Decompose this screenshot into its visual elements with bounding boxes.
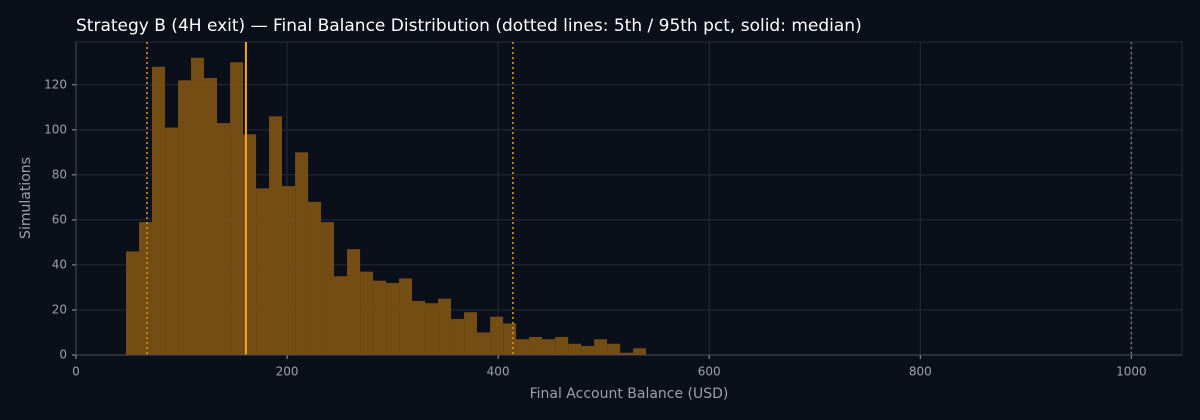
bar bbox=[529, 336, 543, 355]
bar bbox=[191, 57, 205, 356]
bar bbox=[295, 152, 309, 355]
bar bbox=[412, 300, 426, 355]
bar bbox=[633, 348, 647, 355]
bar bbox=[464, 312, 478, 355]
bar bbox=[568, 343, 582, 355]
bar bbox=[269, 116, 283, 355]
bar bbox=[230, 62, 244, 356]
y-tick-label: 0 bbox=[59, 348, 67, 362]
bar bbox=[204, 78, 217, 355]
x-tick-label: 200 bbox=[276, 365, 299, 379]
bar bbox=[216, 123, 231, 355]
x-tick-label: 400 bbox=[487, 365, 510, 379]
bar bbox=[425, 303, 439, 355]
bar bbox=[373, 280, 387, 355]
bar bbox=[386, 282, 400, 355]
bar bbox=[178, 80, 192, 355]
bar bbox=[308, 201, 322, 355]
chart-title: Strategy B (4H exit) — Final Balance Dis… bbox=[76, 16, 862, 36]
y-tick-label: 80 bbox=[52, 167, 67, 181]
y-tick-label: 40 bbox=[52, 257, 67, 271]
bar bbox=[516, 339, 530, 355]
bar bbox=[151, 66, 166, 356]
bar bbox=[555, 336, 569, 355]
bar bbox=[256, 188, 270, 355]
bar bbox=[126, 251, 140, 355]
bar bbox=[451, 318, 465, 355]
bar bbox=[399, 278, 413, 355]
bar bbox=[503, 323, 517, 355]
bar bbox=[347, 249, 361, 355]
bar bbox=[438, 298, 452, 355]
bar bbox=[282, 186, 296, 355]
bar bbox=[334, 276, 348, 355]
y-tick-label: 60 bbox=[52, 212, 67, 226]
bar bbox=[360, 271, 374, 355]
x-tick-label: 1000 bbox=[1116, 365, 1147, 379]
x-tick-label: 0 bbox=[72, 365, 80, 379]
bar bbox=[542, 339, 556, 355]
y-tick-label: 20 bbox=[52, 302, 67, 316]
x-tick-label: 600 bbox=[698, 365, 721, 379]
bar bbox=[165, 127, 179, 355]
x-tick-label: 800 bbox=[909, 365, 932, 379]
bar bbox=[620, 352, 634, 355]
bar bbox=[477, 332, 491, 355]
bar bbox=[607, 343, 621, 355]
y-tick-label: 120 bbox=[44, 77, 67, 91]
bar bbox=[594, 339, 608, 355]
x-axis-label: Final Account Balance (USD) bbox=[530, 386, 729, 402]
bar bbox=[139, 222, 152, 355]
bar bbox=[581, 345, 595, 355]
bar bbox=[321, 222, 335, 355]
y-tick-label: 100 bbox=[44, 122, 67, 136]
bar bbox=[490, 316, 504, 355]
y-axis-label: Simulations bbox=[18, 157, 34, 239]
